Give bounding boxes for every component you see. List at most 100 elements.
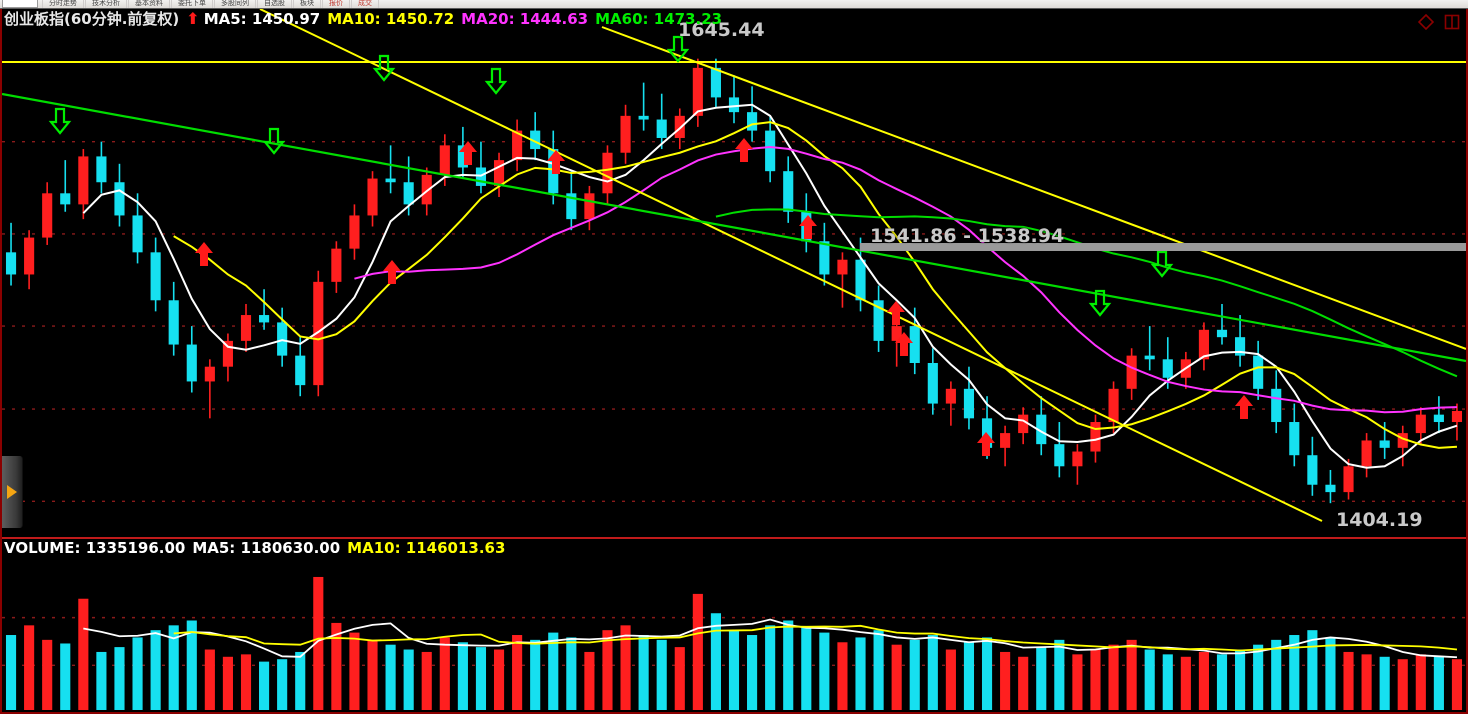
volume-bar: [240, 654, 252, 710]
candle-body: [1361, 440, 1372, 467]
toolbar-item-2[interactable]: 技术分析: [85, 0, 127, 8]
volume-bar: [313, 576, 324, 710]
candle-body: [909, 326, 920, 363]
candle-body: [1108, 388, 1119, 423]
volume-bar: [204, 649, 215, 710]
toolbar-item-5[interactable]: 多股同列: [214, 0, 256, 8]
volume-bar: [1307, 630, 1318, 710]
volume-ma5-line: [83, 618, 1458, 659]
candle-body: [240, 315, 252, 341]
volume-bar: [349, 632, 360, 710]
volume-bar: [421, 651, 432, 710]
candle-body: [891, 326, 902, 341]
trend-line-green[interactable]: [2, 92, 1466, 363]
volume-value: VOLUME: 1335196.00: [4, 539, 186, 557]
split-panel-icon[interactable]: [1444, 14, 1460, 30]
arrow-down-icon: [48, 107, 72, 135]
candle-body: [1144, 355, 1155, 360]
arrow-down-icon: [372, 54, 396, 82]
header-icon-group[interactable]: [1418, 14, 1460, 30]
candle-body: [638, 115, 649, 120]
volume-bar: [1072, 654, 1083, 710]
volume-bar: [765, 625, 776, 710]
volume-bar: [493, 649, 505, 710]
toolbar-item-8[interactable]: 报价: [322, 0, 350, 8]
volume-chart-panel[interactable]: VOLUME: 1335196.00 MA5: 1180630.00 MA10: 1…: [2, 539, 1466, 712]
toolbar-item-6[interactable]: 自选股: [257, 0, 292, 8]
candle-body: [1090, 422, 1101, 452]
volume-bar: [277, 659, 288, 710]
volume-bar: [566, 637, 577, 710]
candle-body: [259, 315, 270, 323]
candle-body: [403, 182, 414, 205]
candle-body: [385, 178, 396, 183]
volume-bar: [331, 622, 342, 710]
toolbar-item-7[interactable]: 板块: [293, 0, 321, 8]
sell-signal-arrow: [666, 35, 690, 63]
arrow-up-icon: [459, 141, 477, 165]
volume-bar: [855, 637, 866, 710]
volume-bar: [1198, 651, 1209, 710]
candle-body: [1307, 455, 1318, 485]
candle-body: [349, 215, 360, 249]
toolbar-item-9[interactable]: 成交: [351, 0, 379, 8]
buy-signal-arrow: [459, 141, 477, 165]
trend-channel-lower[interactable]: [601, 26, 1466, 350]
candle-body: [1162, 359, 1173, 378]
candle-body: [584, 193, 595, 220]
candle-body: [566, 193, 577, 220]
candle-body: [1235, 337, 1246, 356]
candle-body: [222, 340, 233, 367]
chart-frame: 创业板指(60分钟.前复权) ⬆ MA5: 1450.97 MA10: 1450.72…: [0, 9, 1468, 714]
volume-bar: [819, 632, 830, 710]
volume-bar: [927, 635, 938, 710]
candle-body: [1451, 410, 1463, 423]
volume-bar: [801, 627, 812, 710]
candle-body: [1072, 451, 1083, 467]
volume-bar: [981, 637, 993, 710]
app-toolbar[interactable]: 分时走势 技术分析 基本资料 委托下单 多股同列 自选股 板块 报价 成交: [0, 0, 1468, 9]
volume-bar: [602, 630, 613, 710]
expand-right-arrow-icon: [7, 485, 17, 499]
volume-bar: [1162, 654, 1173, 710]
arrow-up-icon: [895, 332, 913, 356]
volume-bar: [457, 642, 468, 710]
volume-bar: [1018, 656, 1029, 710]
volume-bar: [132, 637, 143, 710]
toolbar-item-4[interactable]: 委托下单: [171, 0, 213, 8]
trend-channel-upper[interactable]: [259, 9, 1323, 522]
volume-bar: [1054, 639, 1065, 710]
candle-body: [1379, 440, 1390, 448]
sell-signal-arrow: [1150, 250, 1174, 278]
candle-body: [620, 115, 631, 153]
volume-bar: [1180, 656, 1191, 710]
candle-body: [981, 418, 993, 448]
diamond-icon[interactable]: [1418, 14, 1434, 30]
volume-bar: [963, 642, 975, 710]
volume-bar: [945, 649, 956, 710]
buy-signal-arrow: [799, 215, 817, 239]
toolbar-item-1[interactable]: 分时走势: [42, 0, 84, 8]
candle-body: [692, 67, 703, 116]
sidebar-expand-handle[interactable]: [2, 456, 23, 528]
sell-signal-arrow: [48, 107, 72, 135]
volume-ma10: MA10: 1146013.63: [347, 539, 506, 557]
arrow-up-icon: [547, 150, 565, 174]
volume-bar: [584, 651, 595, 710]
ma5-legend: MA5: 1450.97: [203, 10, 321, 28]
volume-bar: [530, 639, 541, 710]
candle-body: [114, 182, 125, 216]
candle-body: [512, 130, 523, 161]
price-range-label: 1541.86 - 1538.94: [870, 225, 1065, 247]
volume-bar: [1108, 644, 1119, 710]
volume-bar: [873, 630, 884, 710]
toolbar-item-3[interactable]: 基本资料: [128, 0, 170, 8]
candle-body: [24, 237, 35, 275]
volume-bar: [475, 647, 487, 710]
volume-bar: [1325, 637, 1336, 710]
toolbar-search-input[interactable]: [2, 0, 38, 8]
candle-body: [747, 112, 758, 131]
candle-body: [96, 156, 107, 183]
price-chart-panel[interactable]: 创业板指(60分钟.前复权) ⬆ MA5: 1450.97 MA10: 1450.72…: [2, 9, 1466, 537]
buy-signal-arrow: [887, 301, 905, 325]
